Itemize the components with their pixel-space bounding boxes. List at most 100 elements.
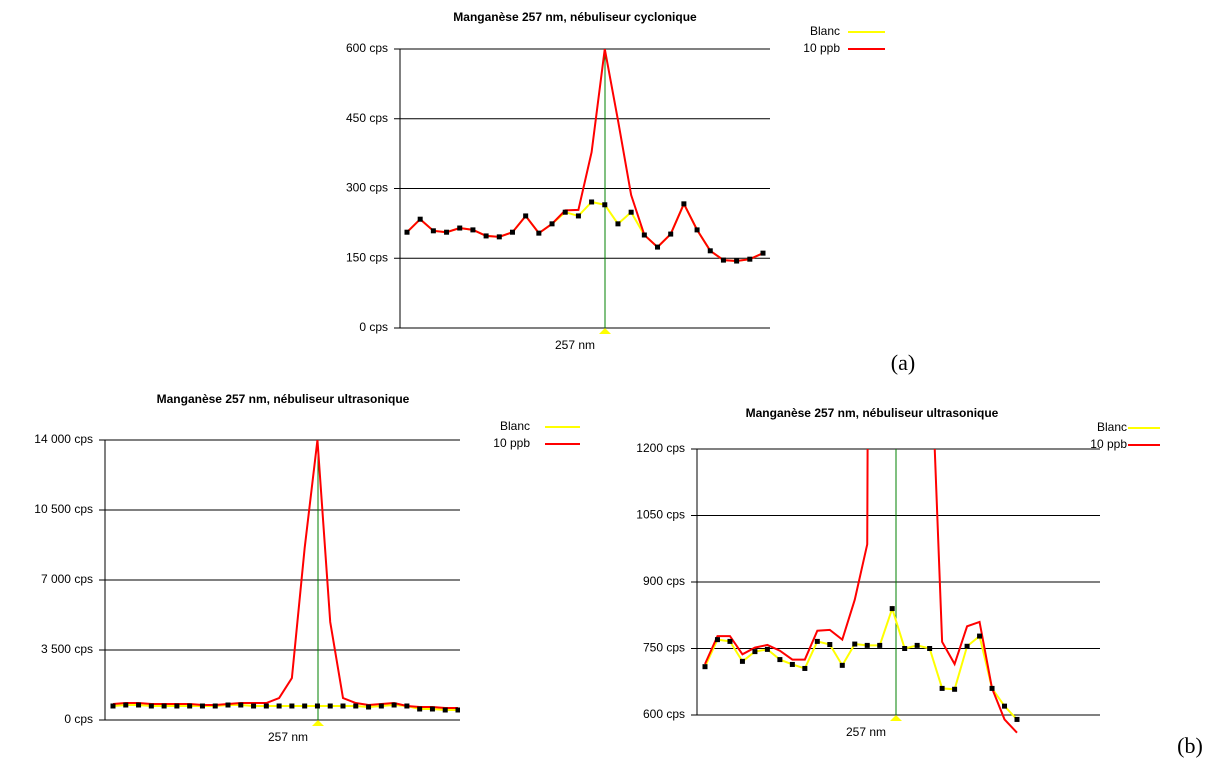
chart-title: Manganèse 257 nm, nébuliseur cyclonique bbox=[453, 10, 697, 24]
data-point bbox=[814, 638, 820, 644]
data-point bbox=[628, 209, 634, 215]
data-point bbox=[1002, 703, 1008, 709]
data-point bbox=[378, 703, 384, 709]
data-point bbox=[136, 702, 142, 708]
plot bbox=[702, 449, 1020, 734]
data-point bbox=[668, 231, 674, 237]
panel-label: (b) bbox=[1177, 733, 1203, 758]
data-point bbox=[777, 657, 783, 663]
series-line bbox=[704, 449, 1018, 734]
data-point bbox=[496, 234, 502, 240]
y-tick-label: 900 cps bbox=[643, 574, 685, 588]
legend-label: 10 ppb bbox=[803, 41, 840, 55]
legend-label: 10 ppb bbox=[493, 436, 530, 450]
data-point bbox=[110, 703, 116, 709]
data-point bbox=[263, 703, 269, 709]
data-point bbox=[404, 229, 410, 235]
data-point bbox=[707, 248, 713, 254]
y-tick-label: 10 500 cps bbox=[34, 502, 93, 516]
y-tick-label: 150 cps bbox=[346, 250, 388, 264]
data-point bbox=[549, 221, 555, 227]
data-point bbox=[430, 228, 436, 234]
y-tick-label: 1200 cps bbox=[636, 441, 685, 455]
data-point bbox=[852, 641, 858, 647]
data-point bbox=[752, 649, 758, 655]
data-point bbox=[760, 250, 766, 256]
data-point bbox=[470, 227, 476, 233]
data-point bbox=[289, 703, 295, 709]
data-point bbox=[123, 702, 129, 708]
y-tick-label: 750 cps bbox=[643, 641, 685, 655]
y-tick-label: 450 cps bbox=[346, 111, 388, 125]
y-tick-label: 0 cps bbox=[64, 712, 93, 726]
data-point bbox=[714, 637, 720, 643]
data-point bbox=[681, 201, 687, 207]
data-point bbox=[340, 703, 346, 709]
plot bbox=[110, 440, 460, 713]
data-point bbox=[509, 229, 515, 235]
data-point bbox=[442, 707, 448, 713]
data-point bbox=[417, 706, 423, 712]
data-point bbox=[276, 703, 282, 709]
data-point bbox=[602, 202, 608, 208]
y-tick-label: 1050 cps bbox=[636, 508, 685, 522]
data-point bbox=[747, 256, 753, 262]
data-point bbox=[212, 703, 218, 709]
legend-label: 10 ppb bbox=[1090, 437, 1127, 451]
series-line bbox=[406, 49, 764, 263]
data-point bbox=[562, 209, 568, 215]
data-point bbox=[327, 703, 333, 709]
y-tick-label: 300 cps bbox=[346, 181, 388, 195]
legend-label: Blanc bbox=[500, 419, 530, 433]
series-line bbox=[112, 440, 458, 709]
plot bbox=[404, 49, 766, 264]
data-point bbox=[734, 258, 740, 264]
data-point bbox=[187, 703, 193, 709]
data-point bbox=[702, 664, 708, 670]
data-point bbox=[902, 646, 908, 651]
data-point bbox=[694, 227, 700, 233]
data-point bbox=[575, 213, 581, 219]
data-point bbox=[802, 665, 808, 671]
data-point bbox=[444, 229, 450, 235]
y-tick-label: 600 cps bbox=[346, 41, 388, 55]
data-point bbox=[641, 232, 647, 238]
data-point bbox=[615, 221, 621, 227]
y-tick-label: 3 500 cps bbox=[41, 642, 93, 656]
data-point bbox=[720, 257, 726, 263]
data-point bbox=[366, 704, 372, 710]
peak-marker bbox=[599, 328, 611, 334]
data-point bbox=[827, 642, 833, 648]
data-point bbox=[429, 706, 435, 712]
panel-label: (a) bbox=[891, 350, 915, 375]
data-point bbox=[148, 703, 154, 709]
y-tick-label: 14 000 cps bbox=[34, 432, 93, 446]
data-point bbox=[455, 707, 460, 713]
data-point bbox=[536, 230, 542, 236]
data-point bbox=[927, 646, 933, 651]
data-point bbox=[789, 661, 795, 667]
data-point bbox=[989, 685, 995, 691]
data-point bbox=[864, 642, 870, 648]
data-point bbox=[655, 244, 661, 250]
data-point bbox=[199, 703, 205, 709]
data-point bbox=[483, 233, 489, 239]
peak-marker bbox=[312, 720, 324, 726]
chart-title: Manganèse 257 nm, nébuliseur ultrasoniqu… bbox=[157, 392, 410, 406]
data-point bbox=[1014, 716, 1020, 722]
y-tick-label: 600 cps bbox=[643, 707, 685, 721]
data-point bbox=[391, 702, 397, 708]
data-point bbox=[977, 633, 983, 639]
data-point bbox=[914, 642, 920, 648]
chart-title: Manganèse 257 nm, nébuliseur ultrasoniqu… bbox=[746, 406, 999, 420]
legend-label: Blanc bbox=[810, 24, 840, 38]
data-point bbox=[417, 216, 423, 222]
data-point bbox=[523, 213, 529, 219]
data-point bbox=[877, 642, 883, 648]
data-point bbox=[739, 658, 745, 664]
data-point bbox=[839, 662, 845, 668]
data-point bbox=[589, 199, 595, 205]
x-axis-label: 257 nm bbox=[268, 730, 308, 744]
data-point bbox=[889, 606, 895, 612]
